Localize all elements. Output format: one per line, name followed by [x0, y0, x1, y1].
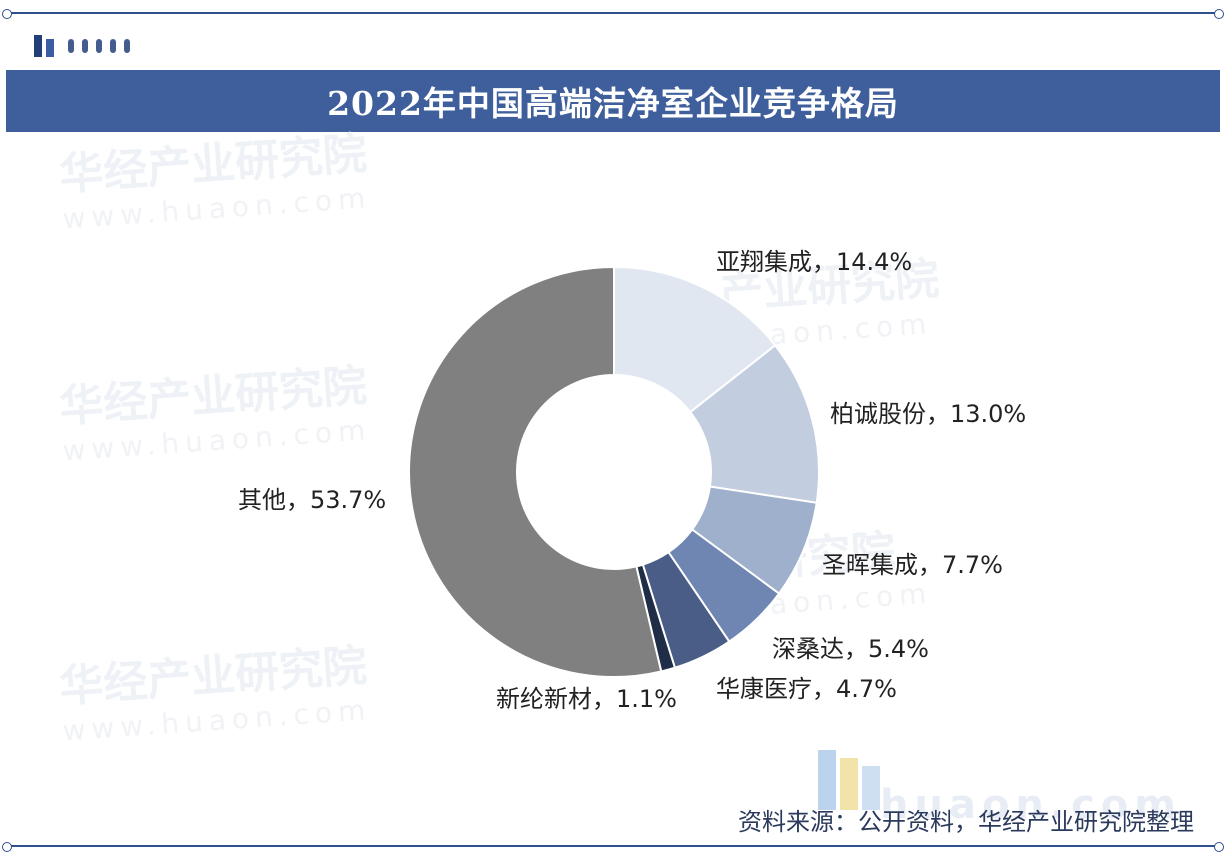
- chart-title: 2022年中国高端洁净室企业竞争格局: [327, 84, 899, 123]
- top-border: [2, 9, 1224, 19]
- bottom-watermark-icon: huaon.com: [880, 782, 1182, 828]
- slice-label-3: 圣晖集成，7.7%: [822, 551, 1003, 579]
- source-note: 资料来源：公开资料，华经产业研究院整理: [738, 808, 1194, 836]
- slice-label-7: 其他，53.7%: [238, 486, 386, 514]
- slice-label-6: 新纶新材，1.1%: [496, 685, 677, 713]
- chart-title-bar: 2022年中国高端洁净室企业竞争格局: [6, 70, 1220, 132]
- bottom-logo-icon: [818, 750, 880, 810]
- brand-logo: [34, 34, 130, 58]
- donut-hole: [517, 375, 711, 569]
- logo-mark-icon: [34, 35, 60, 57]
- slice-label-2: 柏诚股份，13.0%: [830, 400, 1026, 428]
- bottom-border: [2, 842, 1224, 852]
- slice-label-5: 华康医疗，4.7%: [716, 675, 897, 703]
- logo-dots-icon: [68, 39, 130, 53]
- slice-label-1: 亚翔集成，14.4%: [716, 248, 912, 276]
- labels-group: 亚翔集成，14.4% 柏诚股份，13.0% 圣晖集成，7.7% 深桑达，5.4% 华康医…: [238, 248, 1026, 713]
- slice-label-4: 深桑达，5.4%: [772, 635, 929, 663]
